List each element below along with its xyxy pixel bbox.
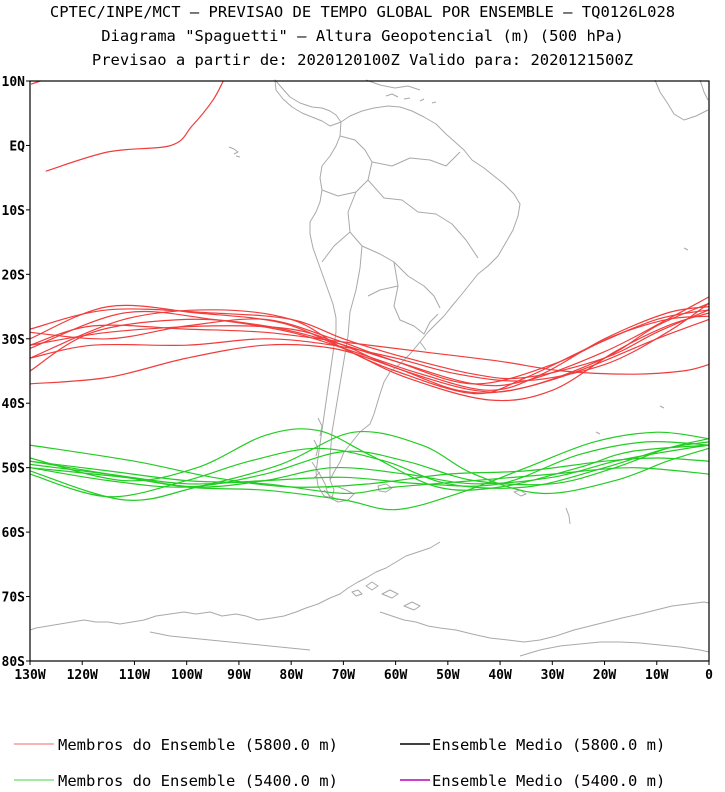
contour-green-21 [29,444,710,488]
contour-red-11 [45,80,224,172]
weddell-sea-coast [379,601,710,643]
contour-green-19 [29,430,710,501]
contour-green-15 [29,440,710,487]
lat-tick-label: 20S [2,268,26,283]
contour-red-5 [29,304,710,402]
lat-tick-label: 40S [2,397,26,412]
antarctic-shelf [519,641,710,657]
lat-tick-label: 50S [2,462,26,477]
lon-tick-label: 10W [645,668,669,683]
contour-red-10 [29,302,710,382]
lon-tick-label: 120W [67,668,98,683]
contour-green-16 [29,438,710,488]
lon-tick-label: 130W [14,668,45,683]
coastlines [29,79,710,657]
legend-label: Ensemble Medio (5800.0 m) [432,736,665,754]
contour-red-9 [29,306,710,391]
antarctic-peninsula [29,541,441,631]
central-america-coast [274,79,342,127]
caribbean-islands [385,93,437,104]
lon-tick-label: 50W [436,668,460,683]
legend: Membros do Ensemble (5800.0 m) Ensemble M… [14,736,665,790]
legend-label: Membros do Ensemble (5400.0 m) [58,772,338,790]
country-borders [321,135,479,480]
africa-coast [654,79,709,121]
contour-red-8 [29,318,710,394]
contour-red-1 [29,308,710,380]
lon-tick-label: 110W [119,668,150,683]
lon-tick-label: 60W [384,668,408,683]
lat-tick-label: 30S [2,333,26,348]
galapagos [228,146,241,158]
lat-tick-label: EQ [9,139,25,154]
legend-label: Membros do Ensemble (5800.0 m) [58,736,338,754]
lon-tick-label: 80W [279,668,303,683]
caribbean-coast [365,79,421,91]
map-frame [29,80,710,662]
lon-tick-label: 100W [171,668,202,683]
contour-green-20 [29,431,710,511]
contour-lines [29,80,710,511]
lon-tick-label: 70W [332,668,356,683]
lat-tick-label: 10N [2,75,26,90]
lon-tick-label: 20W [593,668,617,683]
antarctic-islands [351,581,421,611]
lat-tick-label: 70S [2,591,26,606]
title-line-3: Previsao a partir de: 2020120100Z Valido… [91,51,634,69]
contour-red-7 [29,315,710,385]
south-america-coast [309,105,521,499]
falkland-islands [377,483,393,493]
legend-label: Ensemble Medio (5400.0 m) [432,772,665,790]
contour-green-18 [29,460,710,495]
title-block: CPTEC/INPE/MCT — PREVISAO DE TEMPO GLOBA… [0,0,725,72]
contour-green-14 [29,428,710,491]
lon-tick-label: 0 [705,668,713,683]
lat-tick-label: 60S [2,526,26,541]
lat-tick-label: 10S [2,204,26,219]
antarctic-coast-west [149,631,311,651]
south-georgia [513,489,571,525]
title-line-1: CPTEC/INPE/MCT — PREVISAO DE TEMPO GLOBA… [49,3,676,21]
contour-green-17 [29,441,710,498]
contour-red-6 [29,324,710,375]
lon-tick-label: 90W [227,668,251,683]
lon-tick-label: 40W [488,668,512,683]
lat-tick-label: 80S [2,655,26,670]
lon-tick-label: 30W [541,668,565,683]
title-line-2: Diagrama "Spaguetti" — Altura Geopotenci… [101,27,624,45]
atlantic-islands [595,247,689,435]
